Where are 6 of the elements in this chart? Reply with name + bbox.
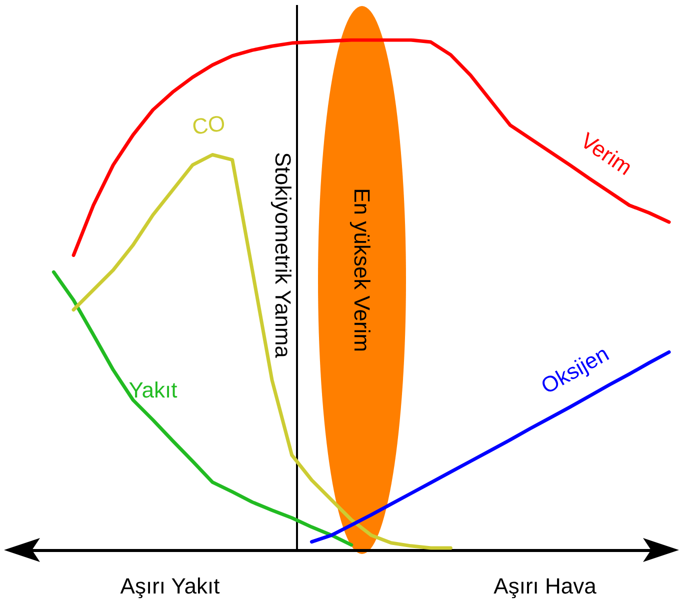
text: Aşırı Hava [494, 574, 598, 598]
annotation: Stokiyometrik Yanma [270, 152, 296, 359]
text: Aşırı Yakıt [120, 574, 220, 598]
annotation: En yüksek Verim [350, 188, 374, 352]
text: CO [190, 110, 227, 140]
series-label: Yakıt [128, 377, 178, 402]
